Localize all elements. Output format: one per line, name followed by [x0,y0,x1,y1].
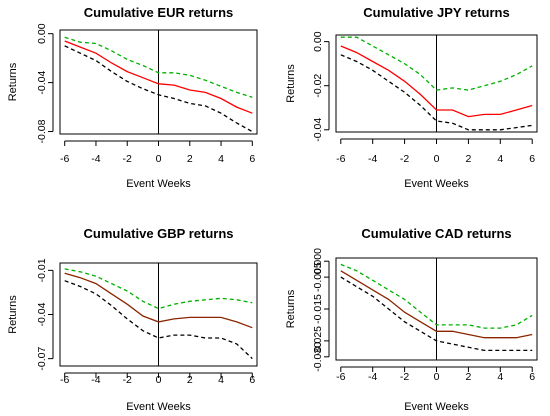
x-tick-label: 4 [218,153,224,165]
y-tick-label: -0.02 [312,74,324,98]
y-tick-label: -0.015 [312,294,324,324]
x-tick-label: 0 [434,371,440,383]
x-tick-label: 2 [187,153,193,165]
series-line-lower-band [64,45,253,133]
chart-title: Cumulative JPY returns [363,5,509,20]
x-tick-label: -4 [91,153,100,165]
y-tick-label: -0.005 [312,262,324,292]
series-line-mean [64,40,253,114]
x-tick-label: 6 [249,374,255,386]
series-line-mean [340,270,533,339]
series-line-upper-band [340,263,533,329]
x-tick-label: 2 [187,374,193,386]
panel-gbp-returns: Cumulative GBP returns Event Weeks Returns… [7,226,258,413]
x-tick-label: 4 [497,153,503,165]
series-line-mean [64,272,253,329]
y-tick-label: -0.01 [36,258,48,282]
y-tick-label: -0.08 [36,119,48,143]
x-tick-label: -2 [400,371,409,383]
x-tick-label: -6 [336,371,345,383]
y-axis-label: Returns [285,64,297,103]
x-tick-label: -2 [400,153,409,165]
y-tick-label: -0.07 [36,347,48,371]
x-tick-label: -4 [91,374,100,386]
panel-jpy-returns: Cumulative JPY returns Event Weeks Returns… [285,5,538,190]
y-tick-label: -0.030 [312,342,324,372]
x-tick-label: 0 [156,374,162,386]
x-tick-label: -6 [336,153,345,165]
series-line-mean [340,45,533,118]
y-tick-label: -0.04 [312,118,324,142]
x-tick-label: 2 [465,371,471,383]
x-tick-label: 4 [218,374,224,386]
x-tick-label: 0 [156,153,162,165]
y-axis-label: Returns [7,295,19,334]
x-tick-label: 6 [529,371,535,383]
x-tick-label: 6 [529,153,535,165]
x-axis-label: Event Weeks [126,178,191,190]
panel-eur-returns: Cumulative EUR returns Event Weeks Returns… [7,5,258,190]
panel-cad-returns: Cumulative CAD returns Event Weeks Returns… [285,226,538,413]
x-tick-label: 6 [249,153,255,165]
x-axis-label: Event Weeks [126,401,191,413]
x-tick-label: 0 [434,153,440,165]
x-tick-label: -4 [368,371,377,383]
chart-title: Cumulative CAD returns [361,226,511,241]
y-axis-label: Returns [7,62,19,101]
series-line-lower-band [340,54,533,131]
y-tick-label: -0.04 [36,70,48,94]
y-tick-label: 0.00 [312,31,324,52]
x-tick-label: -2 [123,153,132,165]
x-axis-label: Event Weeks [404,401,469,413]
x-tick-label: 4 [497,371,503,383]
y-axis-label: Returns [285,289,297,328]
x-axis-label: Event Weeks [404,178,469,190]
chart-title: Cumulative EUR returns [84,5,234,20]
series-line-upper-band [340,36,533,91]
y-tick-label: 0.000 [312,248,324,274]
x-tick-label: -6 [60,374,69,386]
chart-title: Cumulative GBP returns [83,226,233,241]
series-line-upper-band [64,36,253,98]
x-tick-label: -4 [368,153,377,165]
x-tick-label: -6 [60,153,69,165]
series-line-lower-band [340,276,533,352]
y-tick-label: 0.00 [36,23,48,44]
y-tick-label: -0.04 [36,302,48,326]
x-tick-label: -2 [123,374,132,386]
x-tick-label: 2 [465,153,471,165]
y-tick-label: -0.025 [312,326,324,356]
